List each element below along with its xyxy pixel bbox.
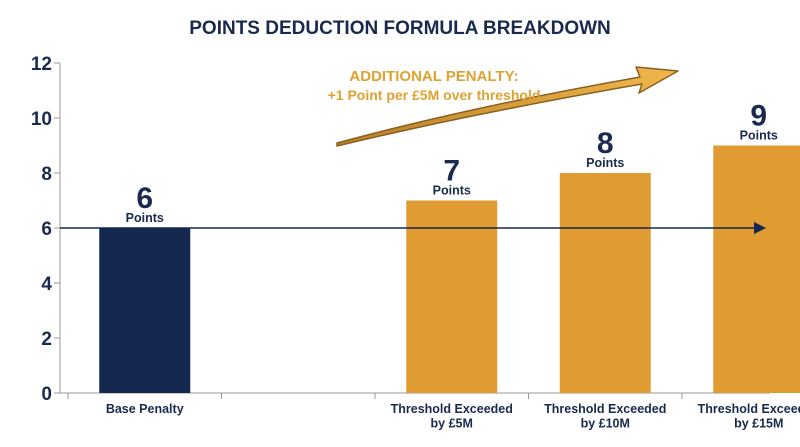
- x-category-label: by £10M: [581, 417, 630, 431]
- bar-value-label: 7: [443, 155, 460, 188]
- x-category-label: by £5M: [431, 417, 473, 431]
- y-tick-label: 0: [41, 384, 52, 405]
- reference-line-group: [60, 222, 766, 234]
- x-category-label: Threshold Exceeded: [544, 402, 666, 416]
- x-category-label: Threshold Exceeded: [698, 402, 800, 416]
- y-tick-label: 8: [41, 164, 52, 185]
- x-category-label: Threshold Exceeded: [391, 402, 513, 416]
- y-tick-label: 2: [41, 329, 52, 350]
- bar-unit-label: Points: [433, 184, 471, 198]
- x-category-label: by £15M: [734, 417, 783, 431]
- bar: [559, 173, 651, 393]
- bar-unit-label: Points: [740, 129, 778, 143]
- annotation-subtitle: +1 Point per £5M over threshold: [328, 87, 541, 103]
- reference-arrowhead: [754, 222, 766, 234]
- bar-unit-label: Points: [126, 211, 164, 225]
- y-tick-label: 4: [41, 274, 52, 295]
- growth-arrow: [336, 66, 679, 147]
- bar-value-label: 6: [136, 182, 153, 215]
- y-tick-label: 6: [41, 219, 52, 240]
- x-category-label: Base Penalty: [106, 402, 184, 416]
- bar: [99, 228, 191, 393]
- bar-value-label: 9: [750, 100, 767, 133]
- bar-value-label: 8: [597, 127, 614, 160]
- bar: [713, 145, 800, 393]
- bar-unit-label: Points: [586, 156, 624, 170]
- annotation-title: ADDITIONAL PENALTY:: [349, 68, 518, 85]
- bars: [99, 145, 800, 393]
- bar: [406, 200, 498, 393]
- y-tick-label: 12: [31, 54, 52, 75]
- annotation-group: ADDITIONAL PENALTY: +1 Point per £5M ove…: [328, 66, 679, 147]
- y-tick-label: 10: [31, 109, 52, 130]
- chart-title: POINTS DEDUCTION FORMULA BREAKDOWN: [189, 18, 611, 39]
